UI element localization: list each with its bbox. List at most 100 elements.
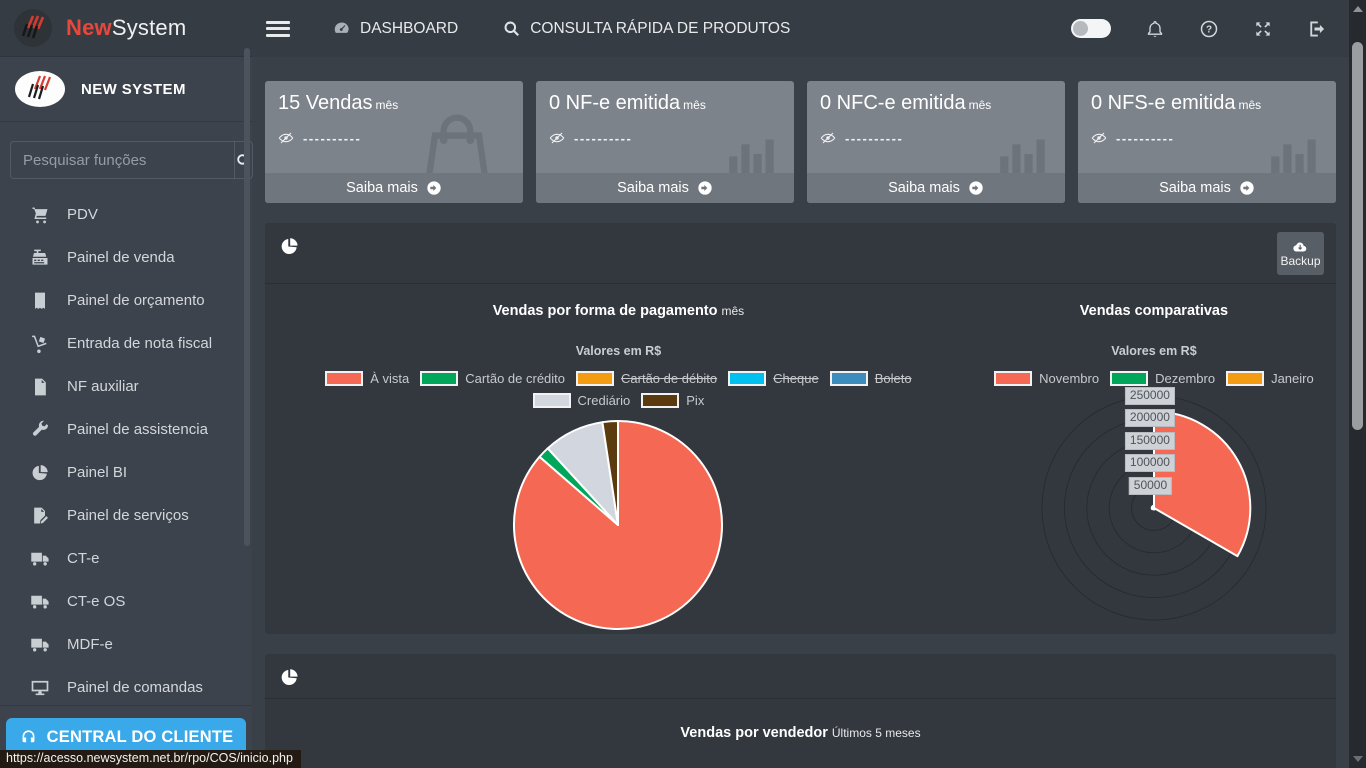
legend-item-janeiro[interactable]: Janeiro [1226,371,1314,386]
sidebar-item-label: PDV [67,206,98,223]
payment-pie-chart[interactable] [265,416,972,634]
stat-card-vendas: 15 Vendas mês ---------- Saiba mais [265,81,523,203]
sidebar-item-ct-e[interactable]: CT-e [0,537,252,580]
sidebar-scrollbar[interactable] [244,48,250,546]
pie-chart-icon [281,238,298,254]
file-pen-icon [34,507,48,523]
legend-item-cheque[interactable]: Cheque [728,371,819,386]
sidebar-menu: PDV Painel de venda Painel de orçamento Ent… [0,193,252,709]
stat-card-masked-value[interactable]: ---------- [1091,130,1323,146]
saiba-mais-link[interactable]: Saiba mais [1078,173,1336,203]
sidebar-item-painel-de-orcamento[interactable]: Painel de orçamento [0,279,252,322]
legend-item-a-vista[interactable]: À vista [325,371,409,386]
sidebar-item-label: Painel de venda [67,249,175,266]
saiba-mais-link[interactable]: Saiba mais [265,173,523,203]
seller-chart-title: Vendas por vendedor Últimos 5 meses [680,725,921,741]
scrollbar-thumb[interactable] [1352,42,1363,430]
cloud-download-icon [1293,241,1307,251]
stat-card-nf-e-emitida: 0 NF-e emitida mês ---------- Saiba mais [536,81,794,203]
legend-swatch [325,371,364,386]
scroll-down-arrow[interactable] [1349,751,1366,767]
saiba-mais-link[interactable]: Saiba mais [536,173,794,203]
legend-swatch [994,371,1033,386]
backup-button[interactable]: Backup [1277,232,1324,275]
legend-label: Novembro [1039,371,1100,386]
saiba-mais-label: Saiba mais [617,180,689,196]
brand[interactable]: NewSystem [0,0,252,57]
seller-chart-panel: Vendas por vendedor Últimos 5 meses [265,654,1336,768]
legend-item-novembro[interactable]: Novembro [994,371,1099,386]
stat-card-masked-value[interactable]: ---------- [549,130,781,146]
tab-dashboard[interactable]: DASHBOARD [332,19,458,38]
sidebar-item-painel-de-assistencia[interactable]: Painel de assistencia [0,408,252,451]
polar-ring-label: 100000 [1124,454,1175,473]
quick-product-search[interactable]: CONSULTA RÁPIDA DE PRODUTOS [502,19,790,38]
scroll-up-arrow[interactable] [1349,1,1366,17]
register-icon [32,249,48,265]
stat-cards-row: 15 Vendas mês ---------- Saiba mais 0 NF-e e… [265,81,1336,203]
polar-ring-label: 150000 [1124,431,1175,450]
legend-swatch [1226,371,1265,386]
sidebar-item-label: CT-e [67,550,100,567]
sidebar-item-painel-de-venda[interactable]: Painel de venda [0,236,252,279]
stat-card-masked-value[interactable]: ---------- [278,130,510,146]
pie-slice-pix[interactable] [601,420,620,526]
logout-icon[interactable] [1307,19,1327,39]
page-scrollbar[interactable] [1349,0,1366,768]
comparative-polar-chart[interactable]: 250000 200000 150000 100000 50000 [1034,387,1274,628]
search-functions-input[interactable] [10,141,234,179]
sidebar-item-painel-bi[interactable]: Painel BI [0,451,252,494]
headset-icon [22,729,35,742]
polar-ring-label: 250000 [1124,387,1175,405]
backup-label: Backup [1280,253,1321,268]
stat-card-title: 0 NFC-e emitida mês [820,92,992,114]
org-row[interactable]: NEW SYSTEM [0,57,252,122]
saiba-mais-link[interactable]: Saiba mais [807,173,1065,203]
arrow-circle-right-icon [1240,181,1254,195]
legend-label: Cartão de débito [621,371,718,386]
help-icon[interactable]: ? [1199,19,1219,39]
legend-label: Cartão de crédito [465,371,566,386]
legend-label: Crediário [577,393,631,408]
hamburger-menu-icon[interactable] [266,17,290,40]
sidebar-item-painel-de-servicos[interactable]: Painel de serviços [0,494,252,537]
fullscreen-icon[interactable] [1253,19,1273,39]
wrench-icon [32,420,49,436]
brand-name: NewSystem [66,15,186,41]
legend-item-pix[interactable]: Pix [641,393,704,408]
bell-icon[interactable] [1145,19,1165,39]
central-do-cliente-button[interactable]: CENTRAL DO CLIENTE [6,718,246,756]
tachometer-icon [334,22,349,33]
stat-card-nfc-e-emitida: 0 NFC-e emitida mês ---------- Saiba mais [807,81,1065,203]
legend-item-cartao-de-credito[interactable]: Cartão de crédito [420,371,565,386]
theme-toggle[interactable] [1071,19,1111,38]
sidebar-item-mdf-e[interactable]: MDF-e [0,623,252,666]
comparative-chart-legend: Novembro Dezembro Janeiro [972,371,1336,386]
payment-chart-column: Vendas por forma de pagamento mês Valores… [265,284,972,634]
legend-label: Janeiro [1271,371,1314,386]
eye-slash-icon [820,132,836,144]
legend-swatch [576,371,615,386]
sidebar-item-entrada-de-nota-fiscal[interactable]: Entrada de nota fiscal [0,322,252,365]
legend-item-dezembro[interactable]: Dezembro [1110,371,1215,386]
legend-item-boleto[interactable]: Boleto [829,371,912,386]
desktop-icon [31,680,49,695]
masked-value-text: ---------- [303,130,362,146]
sidebar-item-label: Entrada de nota fiscal [67,335,213,352]
legend-item-crediario[interactable]: Crediário [532,393,631,408]
sidebar-item-nf-auxiliar[interactable]: NF auxiliar [0,365,252,408]
stat-card-body: 0 NFS-e emitida mês ---------- [1078,81,1336,157]
polar-sector-dezembro[interactable] [1151,507,1157,511]
sidebar-search [10,141,253,179]
polar-sector-novembro[interactable] [1152,410,1252,558]
receipt-icon [35,292,45,309]
comparative-chart-title: Vendas comparativas [1079,303,1229,319]
sidebar-item-ct-e-os[interactable]: CT-e OS [0,580,252,623]
sidebar-item-pdv[interactable]: PDV [0,193,252,236]
sidebar-item-label: Painel BI [67,464,128,481]
legend-item-cartao-de-debito[interactable]: Cartão de débito [576,371,717,386]
sidebar-item-painel-de-comandas[interactable]: Painel de comandas [0,666,252,709]
org-name: NEW SYSTEM [81,80,186,98]
stat-card-masked-value[interactable]: ---------- [820,130,1052,146]
